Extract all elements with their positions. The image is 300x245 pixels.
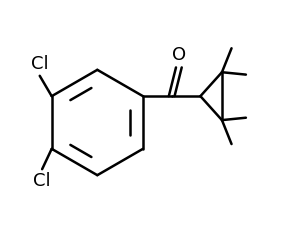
Text: Cl: Cl: [33, 172, 51, 190]
Text: O: O: [172, 46, 186, 64]
Text: Cl: Cl: [31, 55, 49, 74]
